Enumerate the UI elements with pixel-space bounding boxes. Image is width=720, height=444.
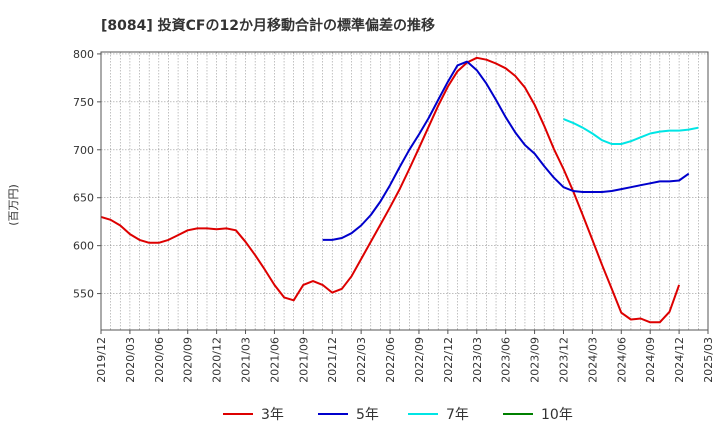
x-tick-label: 2022/06: [384, 337, 397, 383]
series-lines: [100, 56, 699, 324]
y-tick-label: 600: [73, 240, 94, 253]
legend-item: 7年: [408, 407, 469, 423]
y-tick-label: 700: [73, 144, 94, 157]
x-tick-label: 2023/09: [529, 337, 542, 383]
plot-area: [101, 52, 708, 330]
x-tick-label: 2020/06: [153, 337, 166, 383]
y-axis-label: (百万円): [7, 184, 20, 226]
x-tick-label: 2021/06: [268, 337, 281, 383]
series-line-1: [322, 60, 690, 241]
x-tick-label: 2024/03: [586, 337, 599, 383]
x-tick-label: 2022/09: [413, 337, 426, 383]
x-tick-label: 2020/09: [182, 337, 195, 383]
y-tick-label: 800: [73, 48, 94, 61]
x-tick-label: 2024/09: [644, 337, 657, 383]
x-tick-label: 2021/03: [240, 337, 253, 383]
x-tick-label: 2021/09: [297, 337, 310, 383]
x-tick-label: 2022/03: [355, 337, 368, 383]
legend-item: 5年: [318, 407, 379, 423]
x-tick-label: 2019/12: [95, 337, 108, 383]
legend-label: 5年: [356, 407, 379, 423]
y-tick-label: 550: [73, 288, 94, 301]
x-tick-label: 2023/03: [471, 337, 484, 383]
series-line-2: [563, 118, 699, 145]
legend-label: 10年: [541, 407, 573, 423]
legend: 3年 5年 7年 10年: [223, 407, 573, 423]
x-tick-label: 2024/12: [673, 337, 686, 383]
grid-lines: [100, 52, 709, 330]
x-tick-label: 2023/12: [558, 337, 571, 383]
x-tick-label: 2025/03: [702, 337, 715, 383]
x-tick-label: 2020/12: [211, 337, 224, 383]
plot-background: [101, 52, 708, 330]
x-tick-label: 2024/06: [615, 337, 628, 383]
x-tick-label: 2023/06: [500, 337, 513, 383]
x-tick-label: 2020/03: [124, 337, 137, 383]
legend-item: 3年: [223, 407, 284, 423]
y-tick-label: 750: [73, 96, 94, 109]
legend-item: 10年: [503, 407, 573, 423]
chart-title: [8084] 投資CFの12か月移動合計の標準偏差の推移: [101, 17, 435, 34]
legend-label: 7年: [446, 407, 469, 423]
plot-frame: [100, 51, 709, 331]
axes: 550 600 650 700 750 800 2019/12 2020/03 2020/06 2…: [73, 48, 715, 383]
legend-label: 3年: [261, 407, 284, 423]
y-tick-label: 650: [73, 192, 94, 205]
series-line-0: [100, 56, 681, 324]
x-tick-label: 2022/12: [442, 337, 455, 383]
x-tick-label: 2021/12: [326, 337, 339, 383]
